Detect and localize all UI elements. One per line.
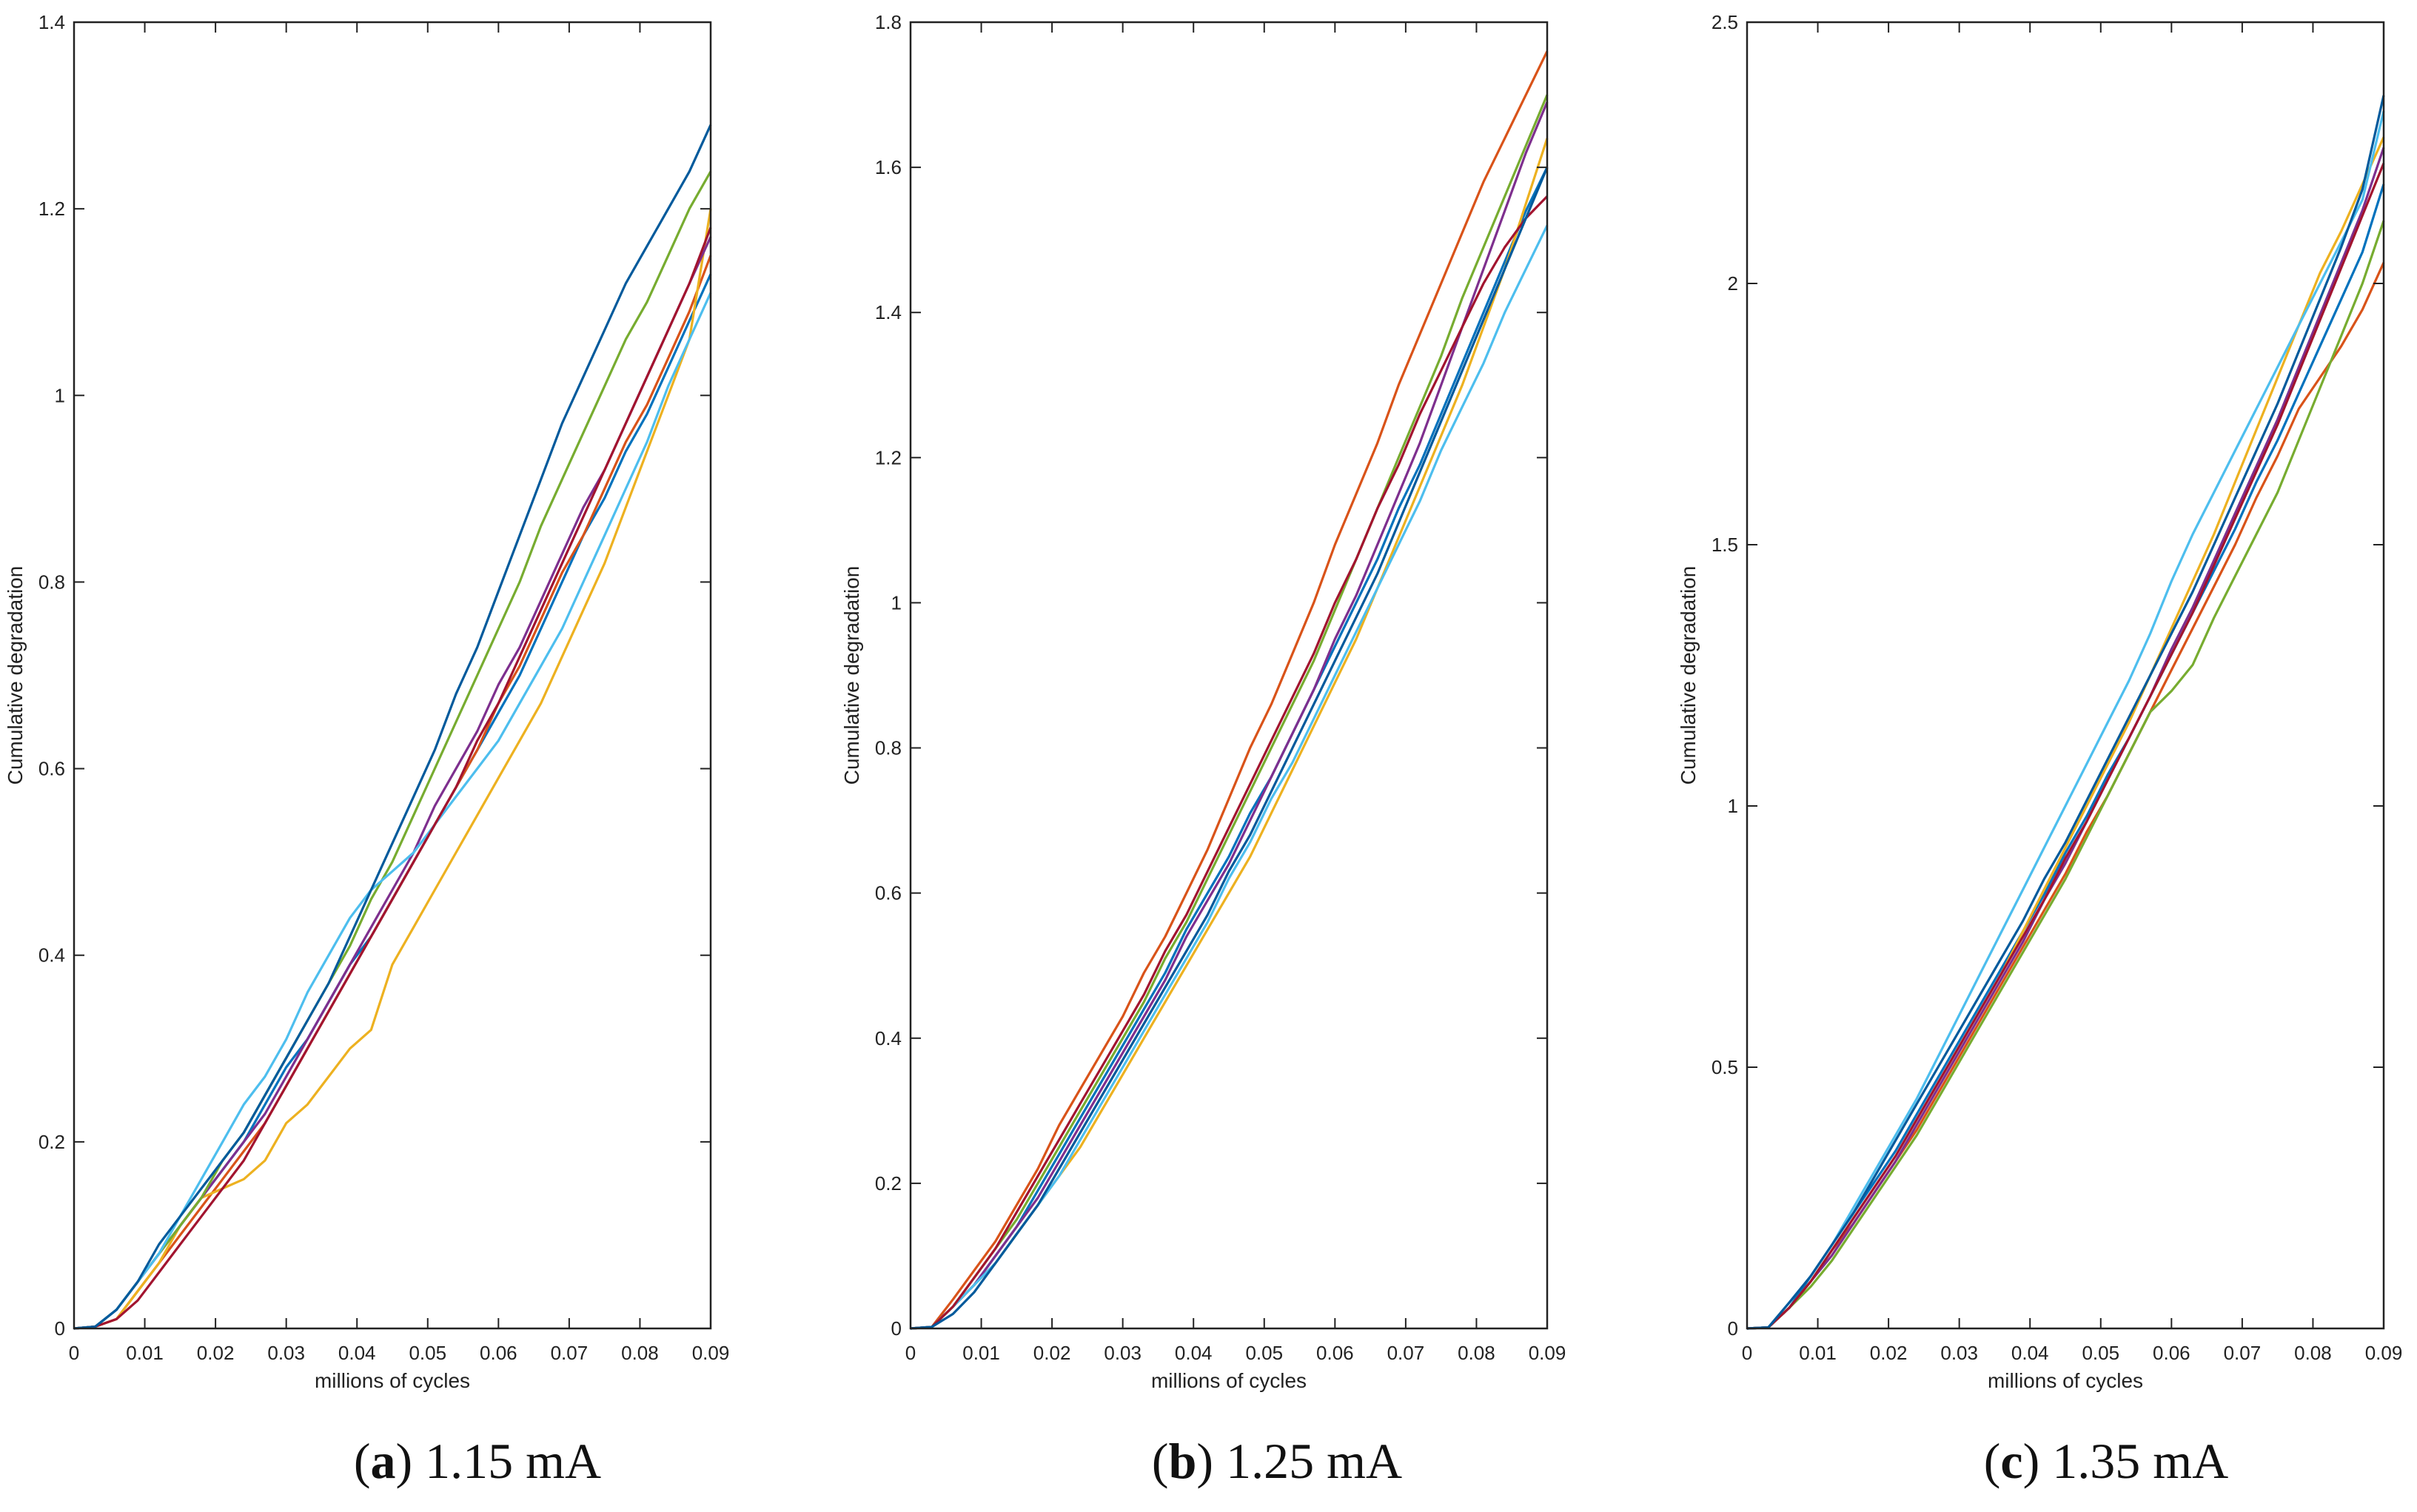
chart-a-ytick-label: 0 (55, 1317, 65, 1340)
chart-b-ytick-label: 0 (891, 1317, 902, 1340)
chart-a-series-5 (73, 170, 712, 1330)
chart-a-ylabel: Cumulative degradation (4, 566, 27, 785)
chart-a: 0 0.01 0.02 0.03 0.04 0.05 0.06 0.07 0.08 0.09 0 0.… (4, 11, 729, 1392)
chart-b-ytick-label: 1.8 (875, 11, 902, 33)
chart-c-ytick-label: 2 (1728, 272, 1738, 295)
chart-c-ytick-label: 2.5 (1712, 11, 1738, 33)
chart-c-xtick-label: 0.09 (2365, 1342, 2403, 1364)
chart-a-series-3 (73, 208, 712, 1330)
chart-b-xtick-label: 0.04 (1175, 1342, 1213, 1364)
chart-a-xtick-label: 0.07 (551, 1342, 589, 1364)
chart-b-xtick-label: 0.01 (962, 1342, 1000, 1364)
chart-b-series-3 (910, 138, 1549, 1330)
chart-c-series-6 (1746, 110, 2385, 1330)
chart-a-series-2 (73, 255, 712, 1330)
chart-c-axes-box (1746, 21, 2385, 1330)
chart-b-xtick-label: 0.06 (1316, 1342, 1354, 1364)
chart-b-xtick-label: 0.02 (1033, 1342, 1071, 1364)
chart-b-ytick-label: 0.8 (875, 737, 902, 759)
chart-a-ytick-label: 0.4 (38, 944, 65, 967)
chart-a-ytick-label: 0.8 (38, 571, 65, 593)
chart-c-xtick-label: 0.08 (2294, 1342, 2332, 1364)
chart-b-series-7 (910, 195, 1549, 1330)
chart-a-series-1 (73, 273, 712, 1330)
chart-a-xtick-label: 0.06 (480, 1342, 517, 1364)
caption-b-text: 1.25 mA (1226, 1433, 1403, 1489)
chart-c-xtick-label: 0.07 (2224, 1342, 2262, 1364)
chart-c-xtick-label: 0.02 (1870, 1342, 1908, 1364)
caption-a-label: a (370, 1433, 396, 1489)
chart-a-series-4 (73, 236, 712, 1330)
chart-c-xtick-label: 0.03 (1940, 1342, 1978, 1364)
chart-c-series-1 (1746, 184, 2385, 1330)
chart-b-series-8 (910, 167, 1549, 1330)
chart-a-xtick-label: 0 (69, 1342, 79, 1364)
chart-b-ytick-label: 1.4 (875, 301, 902, 323)
chart-a-xtick-label: 0.09 (692, 1342, 730, 1364)
chart-c-xlabel: millions of cycles (1988, 1369, 2143, 1392)
chart-b-xtick-label: 0.08 (1458, 1342, 1495, 1364)
chart-c-xtick-label: 0.01 (1799, 1342, 1837, 1364)
chart-a-xtick-label: 0.05 (409, 1342, 446, 1364)
chart-b-xlabel: millions of cycles (1151, 1369, 1307, 1392)
chart-a-ytick-label: 1.2 (38, 198, 65, 220)
chart-b-ylabel: Cumulative degradation (840, 566, 863, 785)
chart-b-xtick-label: 0 (905, 1342, 916, 1364)
chart-b-xtick-label: 0.09 (1529, 1342, 1566, 1364)
chart-c-xtick-label: 0.06 (2153, 1342, 2190, 1364)
chart-c-series-8 (1746, 95, 2385, 1330)
chart-c-series-2 (1746, 262, 2385, 1330)
chart-a-series-8 (73, 124, 712, 1330)
caption-c: (c) 1.35 mA (1983, 1433, 2229, 1489)
chart-a-ytick-label: 0.2 (38, 1131, 65, 1153)
chart-b-series-2 (910, 50, 1549, 1330)
chart-c-ytick-label: 1.5 (1712, 534, 1738, 556)
chart-c-ytick-label: 0.5 (1712, 1056, 1738, 1078)
chart-a-xlabel: millions of cycles (315, 1369, 470, 1392)
chart-c-xtick-label: 0.05 (2082, 1342, 2119, 1364)
chart-c-ylabel: Cumulative degradation (1677, 566, 1700, 785)
chart-c-ytick-label: 1 (1728, 795, 1738, 817)
caption-b: (b) 1.25 mA (1151, 1433, 1403, 1489)
chart-b-axes-box (909, 21, 1549, 1330)
chart-c-xtick-label: 0 (1742, 1342, 1752, 1364)
chart-a-xtick-label: 0.08 (621, 1342, 659, 1364)
chart-b-xtick-label: 0.07 (1387, 1342, 1425, 1364)
chart-b-series-4 (910, 101, 1549, 1330)
chart-a-xtick-label: 0.01 (126, 1342, 164, 1364)
chart-b-ytick-label: 0.6 (875, 882, 902, 904)
chart-b-xtick-label: 0.05 (1245, 1342, 1283, 1364)
caption-b-label: b (1168, 1433, 1197, 1489)
chart-c: 0 0.01 0.02 0.03 0.04 0.05 0.06 0.07 0.08 0.09 0 0.… (1677, 11, 2402, 1392)
chart-b-ytick-label: 1.2 (875, 446, 902, 468)
caption-c-label: c (2000, 1433, 2023, 1489)
chart-a-ytick-label: 1 (55, 384, 65, 406)
chart-a-ytick-label: 0.6 (38, 758, 65, 780)
caption-a-text: 1.15 mA (425, 1433, 602, 1489)
caption-a: (a) 1.15 mA (353, 1433, 602, 1489)
chart-c-series-3 (1746, 136, 2385, 1330)
chart-b-ytick-label: 1.6 (875, 156, 902, 178)
chart-a-axes-box (73, 21, 712, 1330)
chart-c-xtick-label: 0.04 (2011, 1342, 2049, 1364)
chart-a-ytick-label: 1.4 (38, 11, 65, 33)
chart-b-series-5 (910, 94, 1549, 1330)
chart-b-ytick-label: 0.4 (875, 1027, 902, 1049)
chart-a-xtick-label: 0.04 (338, 1342, 376, 1364)
chart-b-series-1 (910, 167, 1549, 1330)
chart-b-xtick-label: 0.03 (1104, 1342, 1142, 1364)
chart-c-ytick-label: 0 (1728, 1317, 1738, 1340)
caption-c-text: 1.35 mA (2052, 1433, 2229, 1489)
chart-c-series-5 (1746, 220, 2385, 1330)
chart-a-xtick-label: 0.03 (267, 1342, 305, 1364)
chart-b-ytick-label: 1 (891, 591, 902, 614)
chart-a-xtick-label: 0.02 (197, 1342, 235, 1364)
chart-b-ytick-label: 0.2 (875, 1172, 902, 1195)
chart-c-series-4 (1746, 147, 2385, 1330)
chart-c-series-7 (1746, 162, 2385, 1330)
chart-b: 0 0.01 0.02 0.03 0.04 0.05 0.06 0.07 0.08 0.09 0 0.… (840, 11, 1566, 1392)
chart-a-series-7 (73, 226, 712, 1330)
